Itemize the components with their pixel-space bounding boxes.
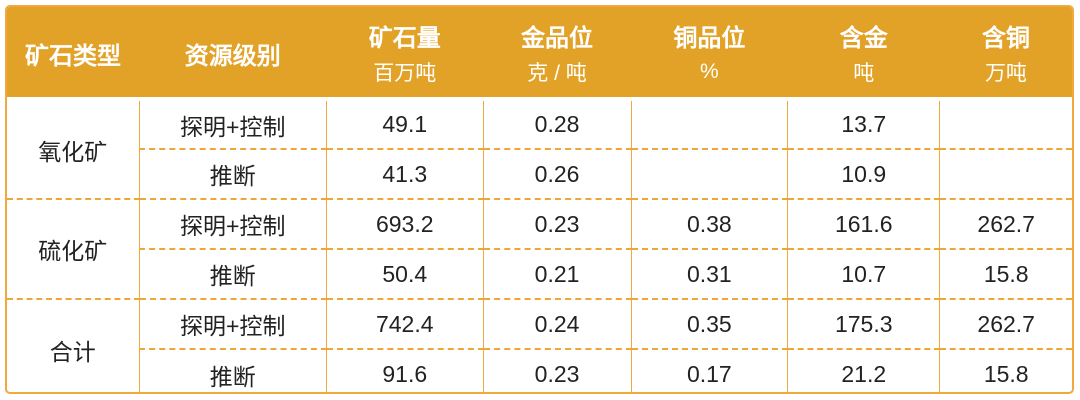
- value-cell-gold_content: 10.9: [787, 148, 940, 199]
- value-cell-copper_content: [939, 148, 1072, 199]
- value-cell-copper_grade: 0.17: [630, 348, 788, 392]
- column-header-copper_content: 含铜: [939, 7, 1072, 55]
- value-cell-copper_grade: 0.35: [630, 298, 788, 349]
- value-cell-copper_content: 262.7: [939, 198, 1072, 249]
- column-unit-copper_grade: %: [631, 55, 788, 101]
- column-header-copper_grade: 铜品位: [631, 7, 788, 55]
- table-row: 推断 41.3 0.26 10.9: [7, 148, 1072, 199]
- value-cell-copper_content: 262.7: [939, 298, 1072, 349]
- column-unit-ore_amount: 百万吨: [326, 55, 484, 101]
- value-cell-copper_grade: 0.31: [630, 248, 788, 299]
- value-cell-gold_grade: 0.28: [482, 99, 632, 149]
- value-cell-ore_amount: 41.3: [325, 148, 484, 199]
- value-cell-gold_grade: 0.21: [482, 248, 632, 299]
- resource-level-cell: 探明+控制: [138, 198, 327, 249]
- value-cell-copper_grade: [630, 148, 788, 199]
- mineral-resources-table: 矿石类型 资源级别 矿石量 金品位 铜品位 含金 含铜 百万吨克 / 吨% 吨万吨 氧化矿 探明+…: [5, 5, 1074, 394]
- table-body: 氧化矿 探明+控制 49.1 0.28 13.7 推断 41.3 0.26 10.9 硫化矿 探明+…: [7, 99, 1072, 392]
- value-cell-copper_grade: [630, 99, 788, 149]
- ore-type-cell: 合计: [7, 298, 140, 392]
- value-cell-gold_grade: 0.24: [482, 298, 632, 349]
- value-cell-gold_grade: 0.23: [482, 348, 632, 392]
- value-cell-ore_amount: 693.2: [325, 198, 484, 249]
- value-cell-copper_content: [939, 99, 1072, 149]
- table-row: 合计 探明+控制 742.4 0.24 0.35 175.3 262.7: [7, 298, 1072, 392]
- resource-level-cell: 探明+控制: [138, 99, 327, 149]
- column-header-gold_content: 含金: [787, 7, 940, 55]
- resource-level-cell: 探明+控制: [138, 298, 327, 349]
- value-cell-ore_amount: 742.4: [325, 298, 484, 349]
- column-unit-gold_grade: 克 / 吨: [483, 55, 632, 101]
- value-cell-gold_grade: 0.26: [482, 148, 632, 199]
- column-header-gold_grade: 金品位: [483, 7, 632, 55]
- value-cell-ore_amount: 91.6: [325, 348, 484, 392]
- column-header-ore_type: 矿石类型: [7, 7, 140, 101]
- value-cell-gold_content: 21.2: [787, 348, 940, 392]
- resource-level-cell: 推断: [138, 348, 327, 392]
- value-cell-ore_amount: 50.4: [325, 248, 484, 299]
- value-cell-copper_content: 15.8: [939, 248, 1072, 299]
- value-cell-copper_content: 15.8: [939, 348, 1072, 392]
- column-header-ore_amount: 矿石量: [326, 7, 484, 55]
- value-cell-gold_content: 13.7: [787, 99, 940, 149]
- table-row: 硫化矿 探明+控制 693.2 0.23 0.38 161.6 262.7: [7, 198, 1072, 299]
- value-cell-gold_content: 10.7: [787, 248, 940, 299]
- value-cell-ore_amount: 49.1: [325, 99, 484, 149]
- column-unit-copper_content: 万吨: [939, 55, 1072, 101]
- table-row: 推断 50.4 0.21 0.31 10.7 15.8: [7, 248, 1072, 299]
- table-row: 氧化矿 探明+控制 49.1 0.28 13.7: [7, 99, 1072, 165]
- resource-level-cell: 推断: [138, 248, 327, 299]
- resource-level-cell: 推断: [138, 148, 327, 199]
- value-cell-gold_grade: 0.23: [482, 198, 632, 249]
- column-unit-gold_content: 吨: [787, 55, 940, 101]
- ore-type-cell: 硫化矿: [7, 198, 140, 299]
- ore-type-cell: 氧化矿: [38, 138, 108, 165]
- value-cell-gold_content: 175.3: [787, 298, 940, 349]
- value-cell-copper_grade: 0.38: [630, 198, 788, 249]
- value-cell-gold_content: 161.6: [787, 198, 940, 249]
- table-row: 推断 91.6 0.23 0.17 21.2 15.8: [7, 348, 1072, 392]
- column-header-resource_level: 资源级别: [139, 7, 327, 101]
- table-header: 矿石类型 资源级别 矿石量 金品位 铜品位 含金 含铜百万吨克 / 吨% 吨万吨: [7, 7, 1072, 101]
- resources-table: 矿石类型 资源级别 矿石量 金品位 铜品位 含金 含铜 百万吨克 / 吨% 吨万吨 氧化矿 探明+…: [7, 7, 1072, 392]
